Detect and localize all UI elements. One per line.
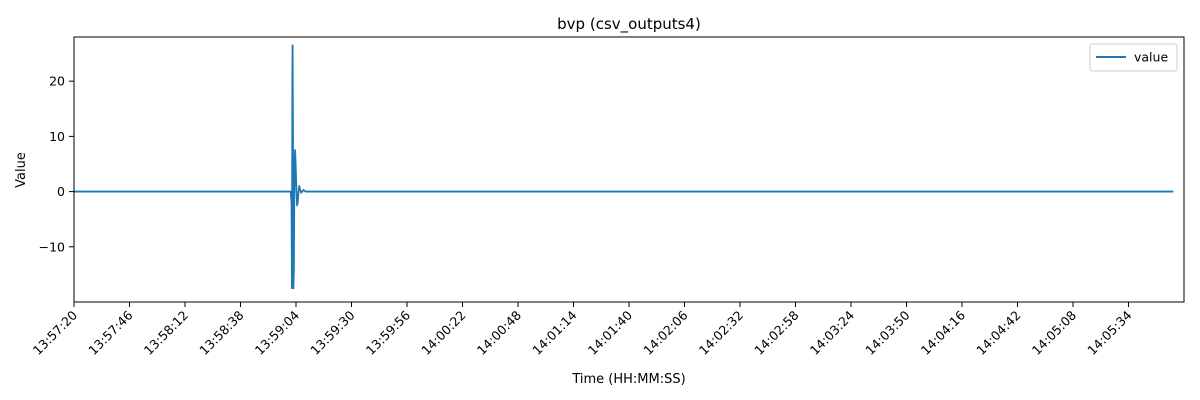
x-tick-label: 14:03:24 (807, 307, 857, 357)
x-tick-label: 13:59:56 (363, 307, 413, 357)
y-tick-label: 0 (57, 184, 65, 199)
y-axis: −10 0 10 20 (39, 74, 74, 254)
x-tick-label: 14:00:48 (474, 307, 524, 357)
x-tick-label: 13:59:04 (252, 307, 302, 357)
x-tick-label: 14:01:40 (585, 307, 635, 357)
x-tick-label: 13:58:12 (141, 308, 191, 358)
x-tick-label: 14:01:14 (529, 307, 579, 357)
x-tick-label: 14:02:32 (696, 308, 746, 358)
x-axis: 13:57:20 13:57:46 13:58:12 13:58:38 13:59:04… (30, 302, 1135, 358)
plot-frame (73, 36, 1185, 303)
x-tick-label: 14:04:16 (918, 307, 968, 357)
x-tick-label: 13:59:30 (307, 307, 357, 357)
legend: value (1089, 43, 1178, 72)
legend-box (1089, 43, 1178, 72)
x-tick-label: 14:02:58 (751, 307, 801, 357)
y-tick-label: −10 (39, 239, 65, 254)
x-axis-title: Time (HH:MM:SS) (571, 372, 685, 387)
x-tick-label: 13:57:20 (30, 307, 80, 357)
series-line-0 (74, 44, 1174, 290)
x-tick-label: 14:04:42 (973, 308, 1023, 358)
x-tick-label: 14:02:06 (640, 307, 690, 357)
plot-series (74, 44, 1174, 290)
x-tick-label: 13:58:38 (196, 307, 246, 357)
y-tick-label: 20 (49, 74, 65, 89)
y-tick-label: 10 (49, 129, 65, 144)
legend-label: value (1134, 50, 1168, 65)
y-axis-title: Value (14, 152, 29, 188)
x-tick-label: 14:03:50 (862, 307, 912, 357)
x-tick-label: 14:00:22 (418, 308, 468, 358)
x-tick-label: 14:05:08 (1029, 307, 1079, 357)
chart-title: bvp (csv_outputs4) (557, 15, 701, 34)
x-tick-label: 13:57:46 (85, 307, 135, 357)
x-tick-label: 14:05:34 (1084, 307, 1134, 357)
